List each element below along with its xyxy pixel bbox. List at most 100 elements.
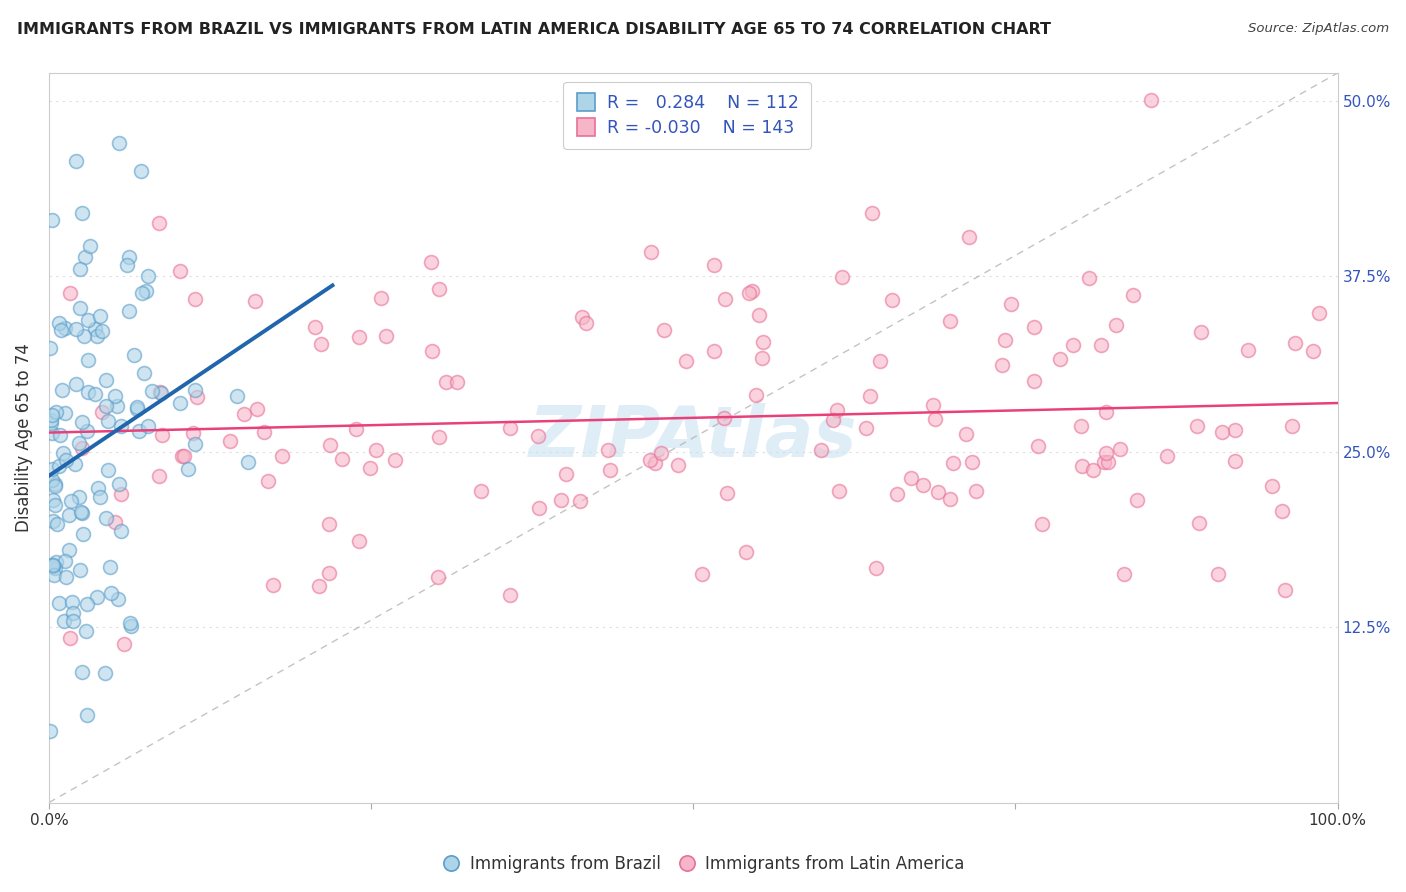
Point — [184, 292, 207, 306]
Point — [652, 323, 675, 337]
Point — [219, 434, 242, 448]
Point — [426, 570, 449, 584]
Point — [470, 483, 492, 498]
Point — [76, 313, 98, 327]
Point — [253, 425, 276, 439]
Point — [83, 322, 105, 336]
Point — [65, 153, 87, 168]
Point — [713, 292, 735, 306]
Point — [446, 375, 468, 389]
Point — [59, 285, 82, 300]
Point — [869, 354, 891, 368]
Point — [1078, 271, 1101, 285]
Point — [865, 561, 887, 575]
Point — [72, 526, 94, 541]
Point — [886, 486, 908, 500]
Point — [41, 425, 63, 440]
Point — [75, 624, 97, 639]
Point — [173, 449, 195, 463]
Point — [122, 348, 145, 362]
Point — [751, 334, 773, 349]
Point — [499, 588, 522, 602]
Point — [135, 284, 157, 298]
Point — [434, 375, 457, 389]
Point — [1302, 344, 1324, 359]
Point — [42, 514, 65, 528]
Point — [48, 317, 70, 331]
Point — [366, 442, 388, 457]
Point — [1260, 478, 1282, 492]
Point — [427, 430, 450, 444]
Point — [100, 586, 122, 600]
Point — [939, 492, 962, 507]
Point — [420, 343, 443, 358]
Point — [1049, 351, 1071, 366]
Point — [73, 329, 96, 343]
Point — [1105, 318, 1128, 333]
Point — [42, 558, 65, 573]
Point — [59, 631, 82, 645]
Point — [115, 258, 138, 272]
Point — [666, 458, 689, 473]
Point — [69, 261, 91, 276]
Point — [48, 458, 70, 473]
Point — [911, 478, 934, 492]
Point — [44, 479, 66, 493]
Point — [304, 320, 326, 334]
Point — [1022, 320, 1045, 334]
Point — [58, 508, 80, 522]
Point — [150, 428, 173, 442]
Point — [53, 554, 76, 568]
Point — [751, 351, 773, 365]
Point — [924, 412, 946, 426]
Point — [638, 453, 661, 467]
Point — [107, 136, 129, 150]
Point — [181, 425, 204, 440]
Point — [44, 560, 66, 574]
Point — [89, 490, 111, 504]
Point — [527, 500, 550, 515]
Point — [91, 324, 114, 338]
Point — [1237, 343, 1260, 357]
Legend: Immigrants from Brazil, Immigrants from Latin America: Immigrants from Brazil, Immigrants from … — [434, 848, 972, 880]
Point — [149, 386, 172, 401]
Point — [1223, 423, 1246, 437]
Point — [966, 484, 988, 499]
Point — [735, 544, 758, 558]
Point — [330, 452, 353, 467]
Point — [927, 484, 949, 499]
Point — [41, 212, 63, 227]
Point — [94, 399, 117, 413]
Point — [1206, 566, 1229, 581]
Point — [575, 316, 598, 330]
Point — [75, 250, 97, 264]
Point — [1000, 297, 1022, 311]
Point — [941, 457, 963, 471]
Point — [1031, 516, 1053, 531]
Point — [1211, 425, 1233, 440]
Point — [39, 416, 62, 430]
Point — [831, 269, 853, 284]
Point — [44, 499, 66, 513]
Point — [69, 301, 91, 315]
Point — [738, 285, 761, 300]
Point — [370, 291, 392, 305]
Point — [45, 404, 67, 418]
Point — [186, 390, 208, 404]
Point — [108, 477, 131, 491]
Legend: R =   0.284    N = 112, R = -0.030    N = 143: R = 0.284 N = 112, R = -0.030 N = 143 — [564, 82, 811, 149]
Point — [555, 467, 578, 481]
Point — [703, 258, 725, 272]
Point — [359, 461, 381, 475]
Point — [1156, 449, 1178, 463]
Point — [994, 333, 1017, 347]
Point — [98, 559, 121, 574]
Point — [136, 268, 159, 283]
Point — [177, 461, 200, 475]
Point — [55, 452, 77, 467]
Point — [110, 487, 132, 501]
Point — [644, 456, 666, 470]
Point — [70, 441, 93, 455]
Text: ZIPAtlas: ZIPAtlas — [529, 403, 858, 472]
Point — [118, 616, 141, 631]
